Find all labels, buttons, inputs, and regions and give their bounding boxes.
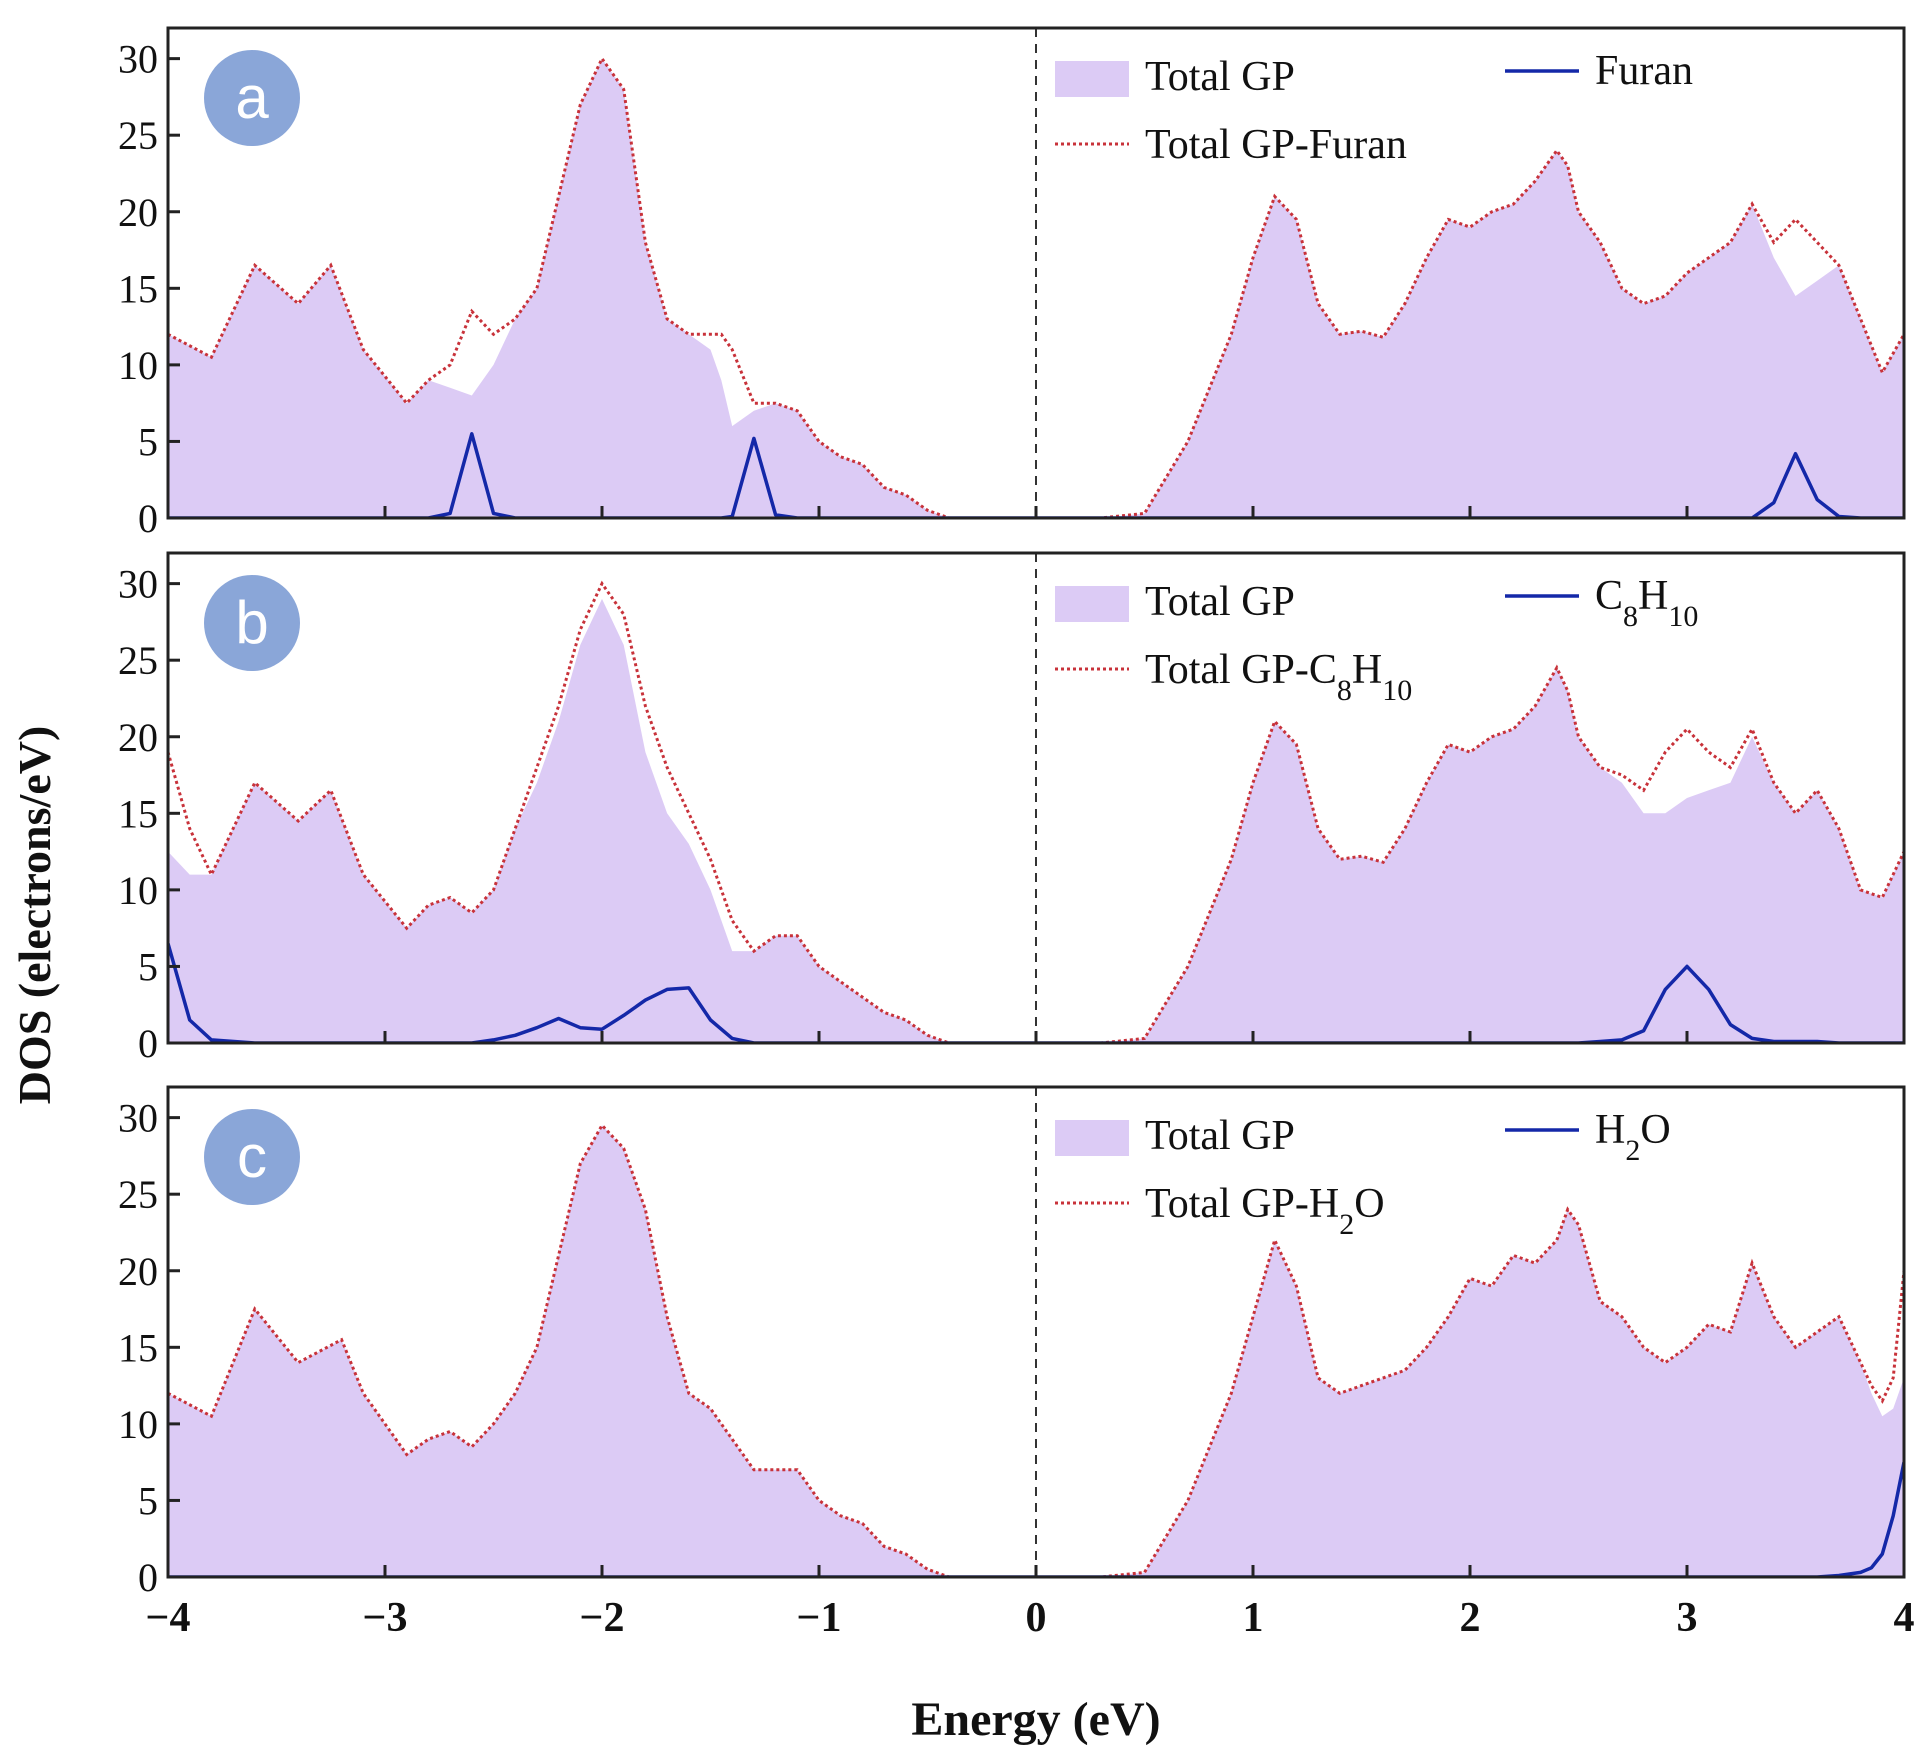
y-axis-label: DOS (electrons/eV) [9, 726, 60, 1105]
series-total-gp-adsorbed-line [168, 1122, 1904, 1577]
legend-label-total-gp: Total GP [1145, 1113, 1295, 1159]
x-tick-label: −2 [580, 1595, 625, 1641]
y-tick-label: 20 [118, 190, 158, 235]
panel-badge [204, 575, 300, 671]
legend-label-total-gp: Total GP [1145, 54, 1295, 100]
x-axis-label: Energy (eV) [911, 1693, 1160, 1746]
y-tick-label: 25 [118, 113, 158, 158]
y-tick-label: 15 [118, 791, 158, 836]
x-tick-label: 1 [1243, 1595, 1264, 1641]
x-tick-label: −1 [797, 1595, 842, 1641]
y-tick-label: 10 [118, 868, 158, 913]
y-tick-label: 0 [138, 496, 158, 541]
y-tick-label: 25 [118, 1172, 158, 1217]
legend-text-part: Total GP-Furan [1145, 122, 1407, 168]
legend-subscript: 2 [1339, 1208, 1354, 1241]
series-total-gp-adsorbed-line [168, 580, 1904, 1043]
legend-text-part: Total GP-H [1145, 1181, 1339, 1227]
legend-swatch-total-gp [1055, 61, 1129, 97]
series-total-gp-area [168, 598, 1904, 1043]
panel-c: 0 5 10 15 20 25 30 −4 −3 −2 −1 0 1 2 3 4 c Total GP Total … [118, 1085, 1915, 1641]
legend-label-adsorbed: Total GP-C8H10 [1145, 647, 1412, 707]
y-tick-label: 30 [118, 1096, 158, 1141]
y-tick-label: 10 [118, 343, 158, 388]
legend-subscript: 2 [1625, 1134, 1640, 1167]
panel-badge [204, 50, 300, 146]
panel-a: 0 5 10 15 20 25 30 a Total GP Total GP-Furan Furan [118, 26, 1906, 541]
y-tick-label: 5 [138, 419, 158, 464]
x-tick-label: 2 [1460, 1595, 1481, 1641]
legend-text-part: C [1595, 573, 1623, 619]
y-tick-label: 25 [118, 638, 158, 683]
y-tick-label: 5 [138, 944, 158, 989]
x-tick-label: 0 [1026, 1595, 1047, 1641]
legend-subscript: 8 [1337, 674, 1352, 707]
y-tick-label: 20 [118, 1249, 158, 1294]
y-tick-label: 0 [138, 1021, 158, 1066]
legend-text-part: Furan [1595, 48, 1693, 94]
legend-label-adsorbed: Total GP-Furan [1145, 122, 1407, 168]
legend-text-part: O [1640, 1107, 1670, 1153]
y-tick-label: 30 [118, 37, 158, 82]
legend: Total GP Total GP-Furan Furan [1055, 48, 1693, 168]
x-tick-label: −4 [146, 1595, 191, 1641]
legend-text-part: Total GP-C [1145, 647, 1337, 693]
x-tick-label: 3 [1677, 1595, 1698, 1641]
y-tick-label: 30 [118, 562, 158, 607]
y-tick-label: 15 [118, 1325, 158, 1370]
legend-subscript: 10 [1668, 600, 1698, 633]
legend-label-total-gp: Total GP [1145, 579, 1295, 625]
panel-badge-label: b [235, 589, 268, 656]
panel-badge-label: a [235, 64, 269, 131]
x-tick-label: −3 [363, 1595, 408, 1641]
legend-label-adsorbed: Total GP-H2O [1145, 1181, 1385, 1241]
y-tick-label: 15 [118, 266, 158, 311]
series-total-gp-area [168, 58, 1904, 518]
legend-swatch-total-gp [1055, 1120, 1129, 1156]
y-tick-label: 20 [118, 715, 158, 760]
x-tick-label: 4 [1894, 1595, 1915, 1641]
legend-text-part: O [1354, 1181, 1384, 1227]
legend-subscript: 8 [1623, 600, 1638, 633]
legend-text-part: H [1638, 573, 1668, 619]
y-tick-label: 10 [118, 1402, 158, 1447]
legend-subscript: 10 [1382, 674, 1412, 707]
y-tick-label: 5 [138, 1478, 158, 1523]
legend-swatch-total-gp [1055, 586, 1129, 622]
legend-text-part: H [1352, 647, 1382, 693]
series-total-gp-area [168, 1125, 1904, 1577]
y-tick-label: 0 [138, 1555, 158, 1600]
legend-text-part: H [1595, 1107, 1625, 1153]
series-total-gp-adsorbed-line [168, 55, 1904, 518]
legend-label-molecule: C8H10 [1595, 573, 1698, 633]
legend-label-molecule: Furan [1595, 48, 1693, 94]
panel-badge [204, 1109, 300, 1205]
legend-label-molecule: H2O [1595, 1107, 1671, 1167]
panel-badge-label: c [237, 1123, 267, 1190]
series-molecule-line [168, 943, 1904, 1043]
